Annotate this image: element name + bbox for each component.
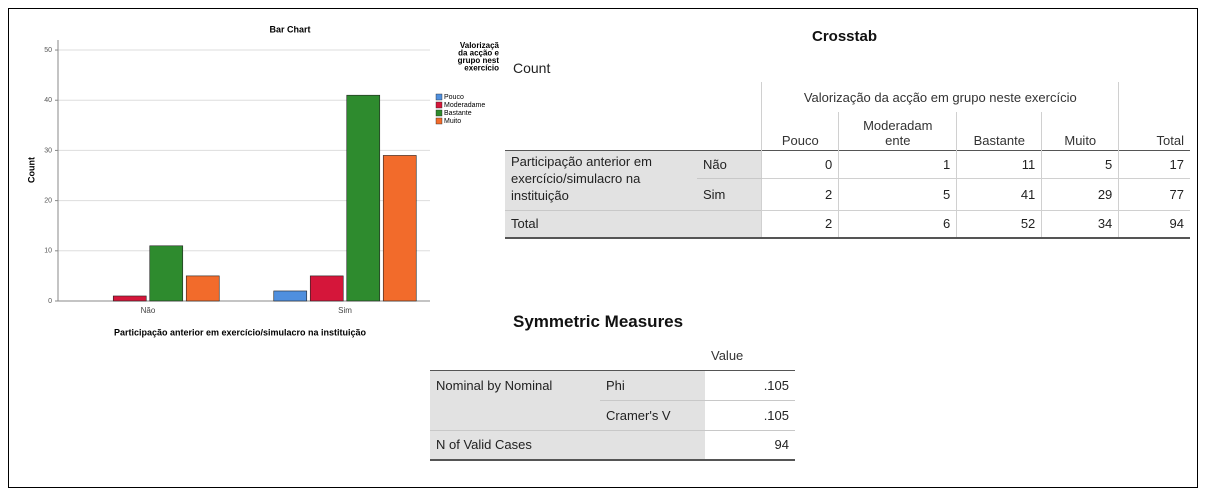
frame — [8, 8, 1198, 488]
bar — [273, 290, 308, 302]
y-tick-label: 10 — [44, 248, 52, 255]
legend-title: Valorizaçã — [460, 41, 500, 50]
cell: 34 — [1041, 210, 1119, 239]
cell: 41 — [956, 178, 1042, 211]
column-header: Total — [1118, 82, 1190, 150]
cell: 5 — [1041, 150, 1119, 179]
y-tick-label: 50 — [44, 47, 52, 54]
y-axis-label: Count — [26, 157, 36, 183]
cell: 6 — [838, 210, 957, 239]
crosstab-table: Valorização da acção em grupo neste exer… — [505, 82, 1190, 239]
row-label: Sim — [697, 178, 762, 210]
column-header: Value — [705, 342, 795, 371]
measures-table: Value Nominal by Nominal Phi .105 Cramer… — [430, 342, 795, 461]
cell: 94 — [705, 430, 795, 461]
bar — [382, 155, 417, 302]
column-header: Muito — [1041, 112, 1119, 150]
column-group: Valorização da acção em grupo neste exer… — [761, 82, 1119, 112]
crosstab-title: Crosstab — [812, 28, 878, 45]
row-label: Phi — [600, 370, 705, 401]
y-tick-label: 30 — [44, 147, 52, 154]
cell: 94 — [1118, 210, 1190, 239]
legend-swatch — [435, 101, 443, 109]
bar — [309, 275, 344, 302]
cell: 29 — [1041, 178, 1119, 211]
crosstab-subtitle: Count — [513, 60, 551, 76]
y-tick-label: 0 — [48, 298, 52, 305]
y-tick-label: 20 — [44, 197, 52, 204]
row-label: N of Valid Cases — [430, 430, 705, 461]
cell: .105 — [705, 370, 795, 401]
bar — [346, 94, 381, 302]
row-label: Não — [697, 150, 762, 179]
legend-swatch — [435, 109, 443, 117]
chart-title: Bar Chart — [269, 24, 310, 34]
legend-label: Muito — [444, 118, 461, 125]
row-group: Nominal by Nominal — [430, 370, 600, 431]
column-header: Moderadamente — [863, 117, 933, 148]
cell: 1 — [838, 150, 957, 179]
legend-label: Moderadame — [444, 102, 485, 109]
cell: 11 — [956, 150, 1042, 179]
cell: 52 — [956, 210, 1042, 239]
cell: 77 — [1118, 178, 1190, 211]
column-header: Bastante — [956, 112, 1042, 150]
legend-title: exercício — [464, 64, 499, 73]
row-label: Total — [505, 210, 762, 238]
column-header: Pouco — [761, 112, 839, 150]
cell: 2 — [761, 178, 839, 211]
measures-title: Symmetric Measures — [513, 312, 684, 331]
bar — [185, 275, 220, 302]
row-group: Participação anterior em exercício/simul… — [505, 150, 697, 210]
cell: 5 — [838, 178, 957, 211]
x-tick-label: Não — [141, 306, 156, 315]
legend-label: Pouco — [444, 94, 464, 101]
bar — [149, 245, 184, 302]
cell: 0 — [761, 150, 839, 179]
legend-swatch — [435, 93, 443, 101]
cell: 2 — [761, 210, 839, 239]
cell: 17 — [1118, 150, 1190, 179]
x-axis-label: Participação anterior em exercício/simul… — [114, 327, 367, 337]
legend-title: grupo nest — [458, 56, 500, 65]
x-tick-label: Sim — [338, 306, 352, 315]
bar — [112, 295, 147, 302]
legend-title: da acção e — [458, 49, 499, 58]
legend-label: Bastante — [444, 110, 472, 117]
row-label: Cramer's V — [600, 400, 705, 431]
y-tick-label: 40 — [44, 97, 52, 104]
legend-swatch — [435, 117, 443, 125]
cell: .105 — [705, 400, 795, 431]
